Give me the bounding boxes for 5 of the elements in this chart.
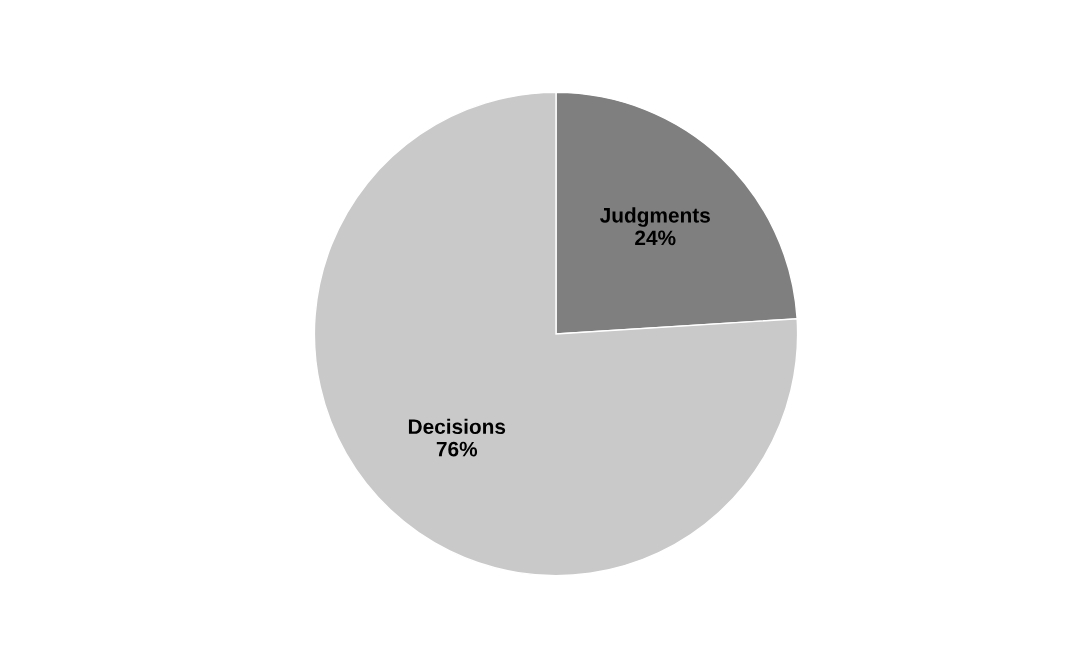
slice-label: Decisions — [408, 418, 506, 435]
data-label: 76% — [436, 441, 478, 457]
slice-label: Judgments — [599, 207, 710, 227]
data-label: 24% — [635, 230, 676, 246]
pie-slice — [313, 91, 799, 577]
